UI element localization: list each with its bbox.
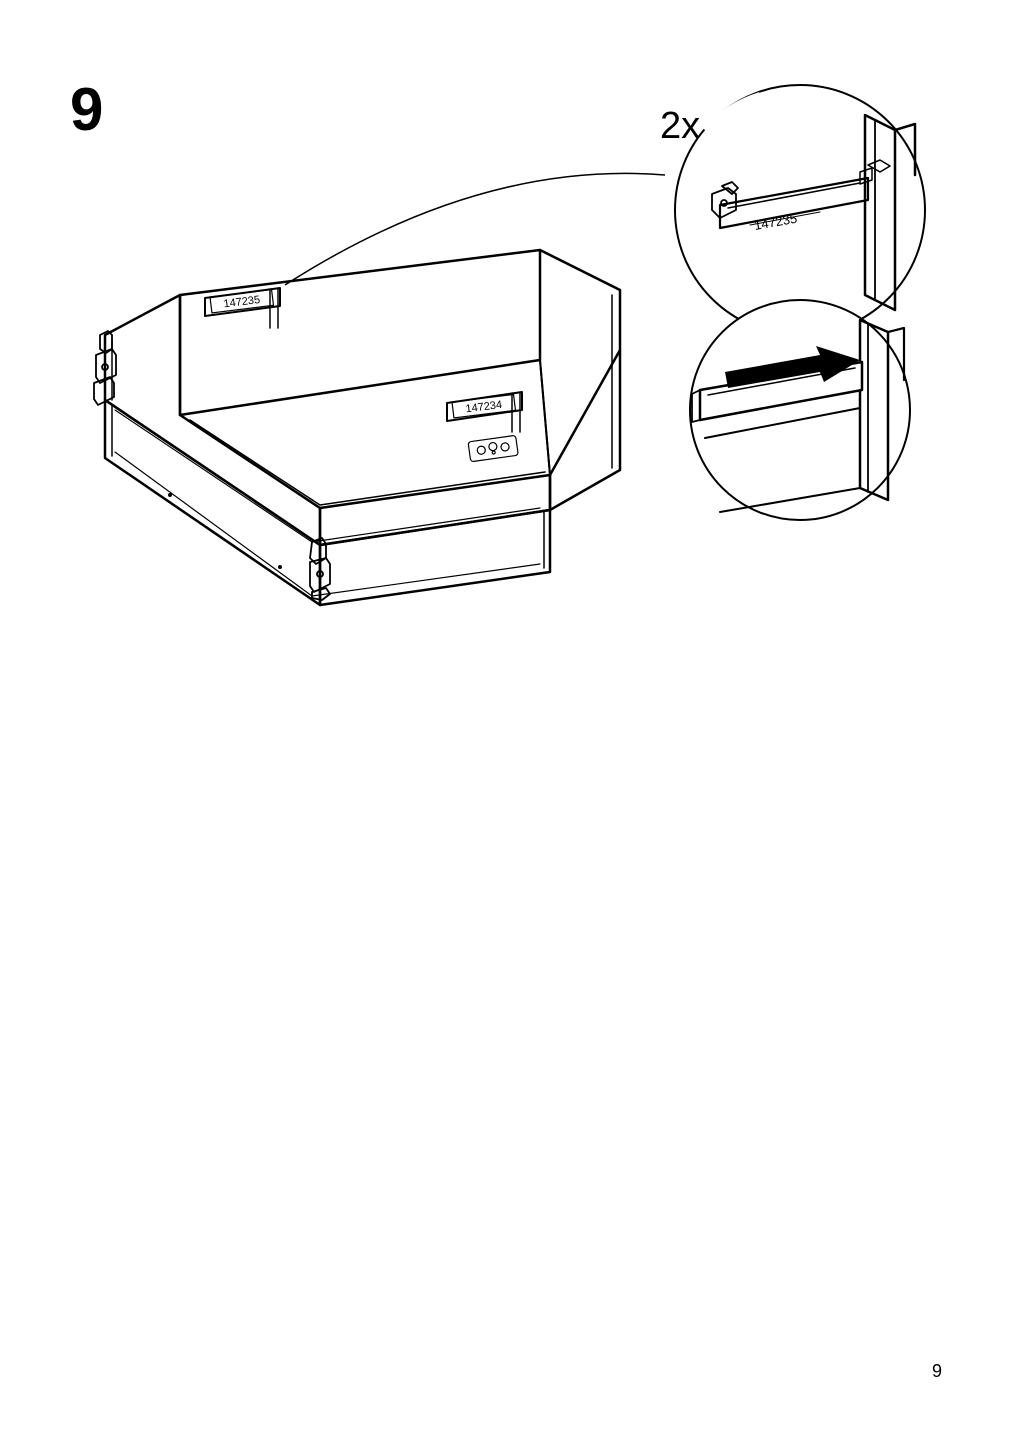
page-number: 9	[932, 1361, 942, 1382]
detail-circle-upper: 147235	[675, 85, 925, 335]
assembly-diagram: 147235 147234	[60, 80, 950, 630]
drawer-main: 147235 147234	[94, 250, 620, 605]
detail-circle-lower	[690, 300, 910, 520]
callout-leader	[285, 173, 665, 285]
page-container: 9 2x 9	[0, 0, 1012, 1432]
